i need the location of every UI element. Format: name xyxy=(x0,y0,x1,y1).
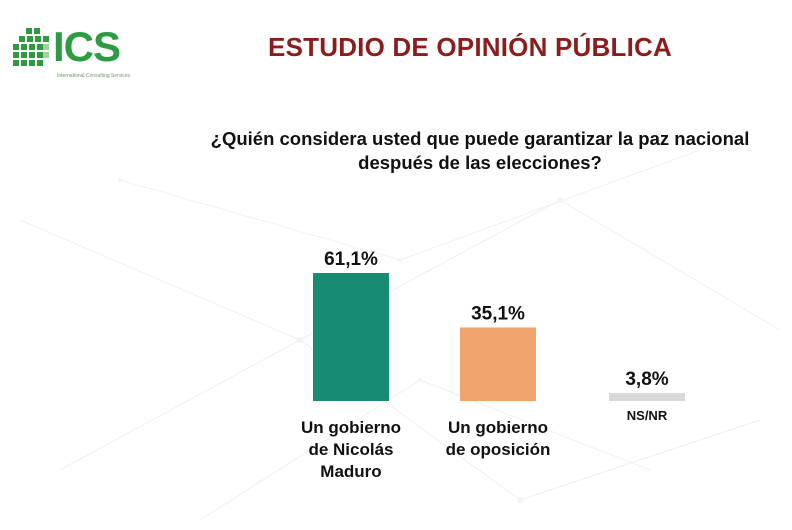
chart-question: ¿Quién considera usted que puede garanti… xyxy=(210,128,750,173)
category-label-2-line-1: Un gobierno xyxy=(448,418,548,437)
bar-1 xyxy=(313,273,389,401)
bar-3 xyxy=(609,393,685,401)
category-label-3-line-1: NS/NR xyxy=(627,408,668,423)
logo-wordmark: ICS xyxy=(53,23,121,70)
category-label-2-line-2: de oposición xyxy=(446,440,551,459)
logo-tagline: International Consulting Services xyxy=(57,73,131,79)
ics-logo: ICS International Consulting Services xyxy=(12,23,137,84)
page-title: ESTUDIO DE OPINIÓN PÚBLICA xyxy=(268,32,672,62)
category-label-1-line-1: Un gobierno xyxy=(301,418,401,437)
category-label-1-line-2: de Nicolás xyxy=(308,440,393,459)
value-label-2: 35,1% xyxy=(471,303,525,324)
category-label-1-line-3: Maduro xyxy=(320,462,381,481)
value-label-3: 3,8% xyxy=(625,369,668,390)
bar-2 xyxy=(460,327,536,401)
value-label-1: 61,1% xyxy=(324,249,378,270)
logo-cube-icon xyxy=(13,28,49,66)
